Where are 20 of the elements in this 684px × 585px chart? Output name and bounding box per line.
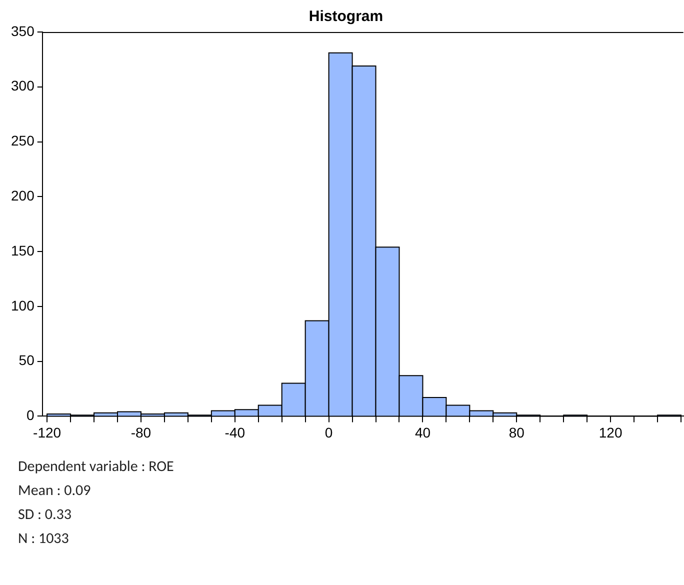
x-tick-label: -40 bbox=[224, 424, 246, 440]
x-tick-label: -120 bbox=[33, 424, 62, 440]
text: N : 1033 bbox=[18, 529, 70, 550]
x-tick-label: 0 bbox=[324, 424, 333, 440]
y-tick-label: 300 bbox=[11, 78, 35, 94]
x-tick-label: -80 bbox=[130, 424, 152, 440]
x-tick-label: 120 bbox=[598, 424, 622, 440]
y-tick-label: 50 bbox=[18, 352, 35, 368]
text: SD : 0.33 bbox=[18, 505, 73, 526]
y-tick-label: 150 bbox=[11, 242, 35, 258]
text: Mean : 0.09 bbox=[18, 481, 92, 502]
y-tick-label: 100 bbox=[11, 297, 35, 314]
chart-title: Histogram bbox=[308, 8, 384, 26]
y-tick-label: 200 bbox=[11, 188, 35, 204]
text: Dependent variable : ROE bbox=[18, 457, 174, 478]
y-tick-label: 250 bbox=[11, 132, 35, 149]
y-tick-label: 350 bbox=[11, 22, 35, 39]
y-tick-label: 0 bbox=[26, 407, 35, 424]
x-tick-label: 80 bbox=[508, 424, 525, 440]
x-tick-label: 40 bbox=[414, 424, 431, 440]
